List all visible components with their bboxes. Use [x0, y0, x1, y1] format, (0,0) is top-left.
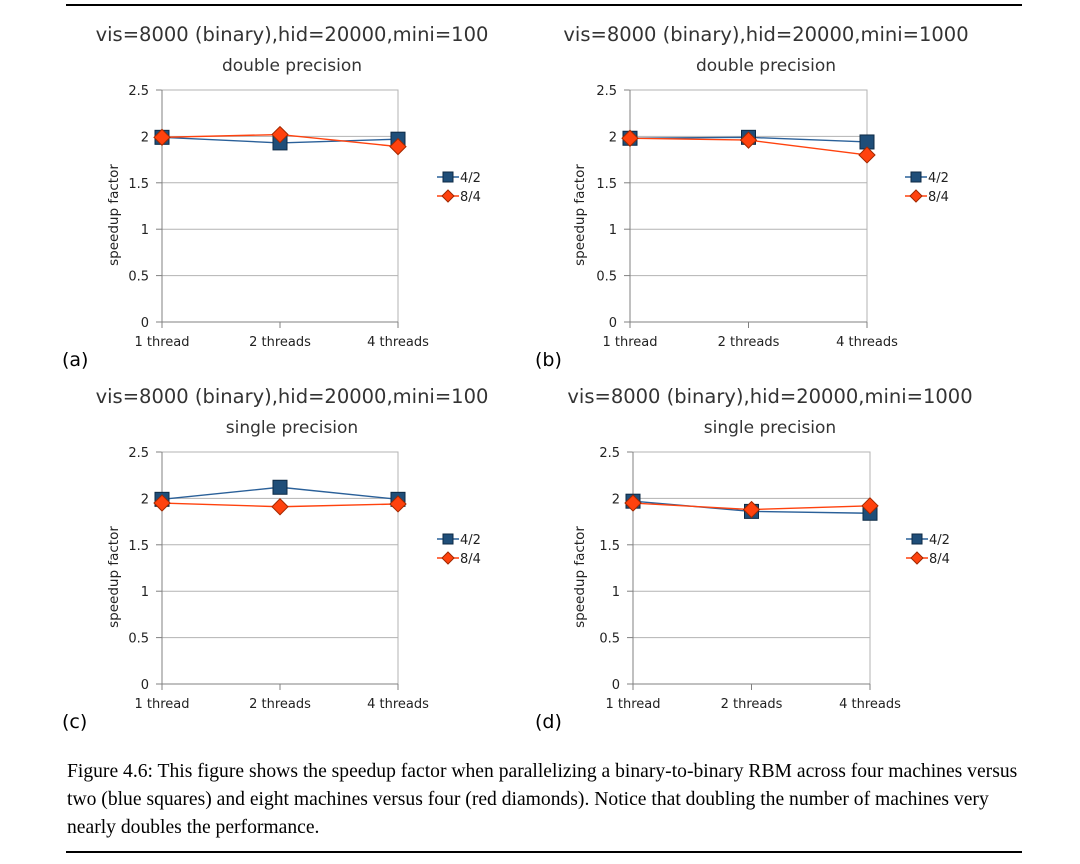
- data-point-diamond: [858, 146, 876, 164]
- legend-marker-diamond: [441, 551, 455, 565]
- chart-title: vis=8000 (binary),hid=20000,mini=1000: [563, 23, 968, 46]
- y-tick-label: 0: [141, 678, 149, 693]
- y-tick-label: 0.5: [128, 270, 149, 285]
- legend-marker-square: [442, 533, 454, 545]
- data-point-square: [272, 479, 288, 495]
- y-tick-label: 0: [141, 316, 149, 331]
- x-tick-label: 1 thread: [602, 335, 657, 350]
- chart-subtitle: single precision: [704, 418, 836, 438]
- legend-marker-square: [910, 171, 922, 183]
- y-tick-label: 1.5: [596, 177, 617, 192]
- y-tick-label: 0.5: [128, 632, 149, 647]
- legend-label: 4/2: [929, 533, 950, 548]
- bottom-rule: [66, 851, 1022, 853]
- data-point-diamond: [624, 494, 642, 512]
- legend-label: 4/2: [928, 171, 949, 186]
- y-tick-label: 0: [612, 678, 620, 693]
- legend-label: 8/4: [929, 552, 950, 567]
- legend-label: 4/2: [460, 171, 481, 186]
- x-tick-label: 4 threads: [839, 697, 901, 712]
- legend-marker-diamond: [441, 189, 455, 203]
- x-tick-label: 2 threads: [718, 335, 780, 350]
- chart-title: vis=8000 (binary),hid=20000,mini=100: [96, 23, 489, 46]
- data-point-diamond: [861, 497, 879, 515]
- legend-label: 8/4: [928, 190, 949, 205]
- top-rule: [66, 4, 1022, 6]
- y-tick-label: 2.5: [599, 446, 620, 461]
- y-tick-label: 1: [612, 585, 620, 600]
- chart-panel: vis=8000 (binary),hid=20000,mini=100 sing…: [62, 385, 488, 733]
- plot-frame: [161, 89, 399, 323]
- y-tick-label: 0: [609, 316, 617, 331]
- x-tick-label: 2 threads: [721, 697, 783, 712]
- y-tick-label: 1: [609, 223, 617, 238]
- y-tick-label: 2.5: [128, 446, 149, 461]
- x-tick-label: 1 thread: [134, 335, 189, 350]
- y-tick-label: 1.5: [128, 539, 149, 554]
- x-tick-label: 2 threads: [249, 335, 311, 350]
- legend-label: 8/4: [460, 190, 481, 205]
- y-tick-label: 2.5: [128, 84, 149, 99]
- legend-marker-diamond: [910, 551, 924, 565]
- data-point-diamond: [271, 125, 289, 144]
- x-tick-label: 4 threads: [367, 335, 429, 350]
- legend-marker-diamond: [909, 189, 923, 203]
- data-point-diamond: [739, 131, 758, 149]
- panel-label: (a): [62, 349, 88, 371]
- data-point-diamond: [621, 129, 639, 147]
- x-tick-label: 4 threads: [367, 697, 429, 712]
- legend-marker-square: [442, 171, 454, 183]
- chart-subtitle: double precision: [696, 56, 836, 76]
- y-axis-label: speedup factor: [572, 526, 588, 628]
- x-tick-label: 1 thread: [605, 697, 660, 712]
- chart-panel: vis=8000 (binary),hid=20000,mini=1000 sin…: [535, 385, 973, 733]
- y-tick-label: 1: [141, 585, 149, 600]
- y-tick-label: 0.5: [599, 632, 620, 647]
- y-tick-label: 0.5: [596, 270, 617, 285]
- legend-marker-square: [911, 533, 923, 545]
- y-tick-label: 1.5: [128, 177, 149, 192]
- legend-label: 4/2: [460, 533, 481, 548]
- y-tick-label: 2: [609, 130, 617, 145]
- data-point-diamond: [153, 128, 171, 147]
- y-tick-label: 2: [612, 492, 620, 507]
- panel-label: (d): [535, 711, 562, 733]
- data-point-diamond: [271, 498, 289, 516]
- panel-label: (b): [535, 349, 562, 371]
- y-tick-label: 2.5: [596, 84, 617, 99]
- y-tick-label: 2: [141, 130, 149, 145]
- y-axis-label: speedup factor: [106, 526, 122, 628]
- x-tick-label: 2 threads: [249, 697, 311, 712]
- plot-frame: [632, 451, 871, 685]
- y-tick-label: 1: [141, 223, 149, 238]
- y-axis-label: speedup factor: [572, 164, 588, 266]
- y-tick-label: 2: [141, 492, 149, 507]
- chart-subtitle: double precision: [222, 56, 362, 76]
- plot-frame: [629, 89, 868, 323]
- figure-caption: Figure 4.6: This figure shows the speedu…: [67, 761, 1018, 838]
- y-tick-label: 1.5: [599, 539, 620, 554]
- chart-panel: vis=8000 (binary),hid=20000,mini=100 doub…: [62, 23, 488, 371]
- legend-label: 8/4: [460, 552, 481, 567]
- chart-title: vis=8000 (binary),hid=20000,mini=1000: [567, 385, 972, 408]
- chart-subtitle: single precision: [226, 418, 358, 438]
- data-point-diamond: [389, 495, 407, 513]
- y-axis-label: speedup factor: [106, 164, 122, 266]
- chart-panel: vis=8000 (binary),hid=20000,mini=1000 dou…: [535, 23, 969, 371]
- figure-panels: vis=8000 (binary),hid=20000,mini=100 doub…: [62, 23, 973, 733]
- x-tick-label: 4 threads: [836, 335, 898, 350]
- data-point-diamond: [153, 494, 171, 512]
- chart-title: vis=8000 (binary),hid=20000,mini=100: [96, 385, 489, 408]
- data-point-diamond: [389, 137, 407, 156]
- panel-label: (c): [62, 711, 87, 733]
- data-point-diamond: [742, 500, 761, 519]
- x-tick-label: 1 thread: [134, 697, 189, 712]
